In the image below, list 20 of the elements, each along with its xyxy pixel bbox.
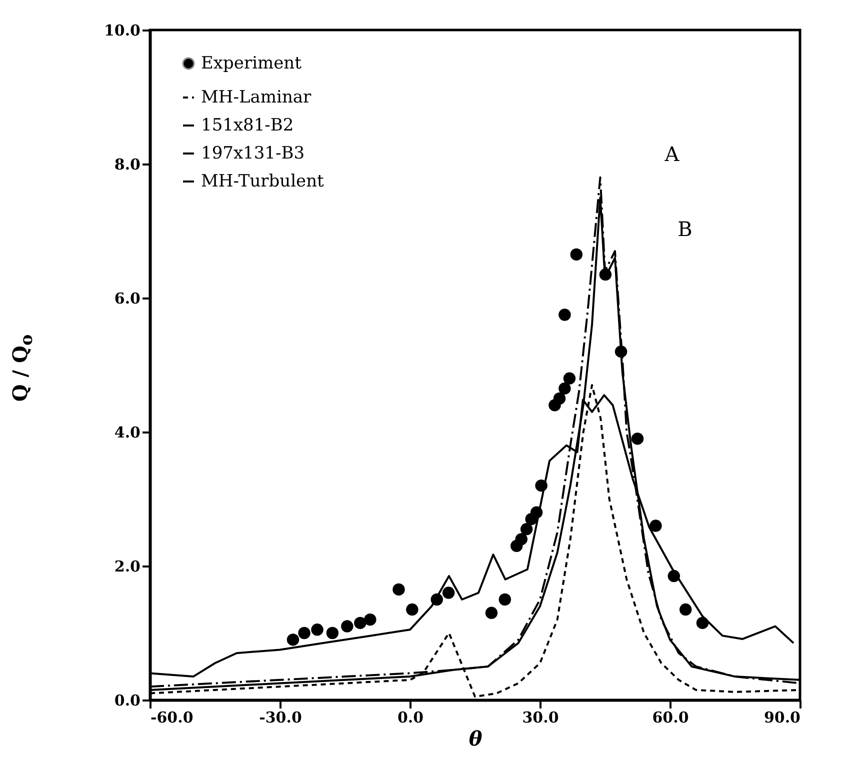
x-tick-label: -30.0 <box>259 708 302 726</box>
x-axis-title: θ <box>468 726 483 750</box>
x-tick-label: 0.0 <box>397 708 424 726</box>
y-tick-label: 6.0 <box>114 290 140 308</box>
x-tick-label: -60.0 <box>150 708 194 726</box>
y-tick-label: 2.0 <box>114 558 140 576</box>
x-tick-label: 90.0 <box>764 708 800 726</box>
legend-label: Experiment <box>201 54 302 74</box>
legend-label: 197x131-B3 <box>201 144 305 164</box>
legend-label: MH-Laminar <box>201 88 312 108</box>
x-tick-label: 30.0 <box>522 708 559 726</box>
y-tick-label: 0.0 <box>114 692 140 710</box>
y-tick-label: 10.0 <box>104 22 140 40</box>
x-tick-label: 60.0 <box>652 708 689 726</box>
y-tick-label: 4.0 <box>114 424 140 442</box>
annotation: B <box>678 217 692 241</box>
legend-label: 151x81-B2 <box>201 116 294 136</box>
y-tick-label: 8.0 <box>114 156 140 174</box>
annotation: A <box>664 142 680 166</box>
legend-label: MH-Turbulent <box>201 172 324 192</box>
